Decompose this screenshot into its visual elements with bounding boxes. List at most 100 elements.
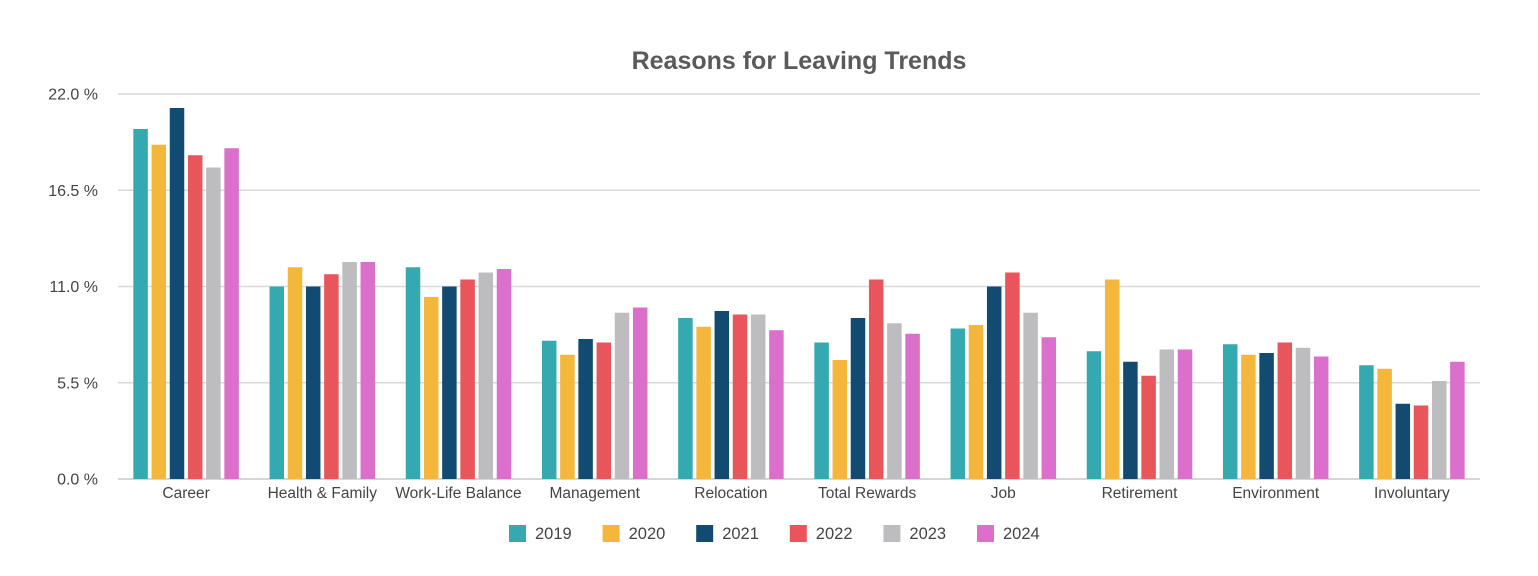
bar-2022 — [324, 274, 339, 479]
bar-2024 — [632, 307, 648, 479]
bar-2022 — [868, 279, 884, 479]
y-axis-ticks: 0.0 % 5.5 % 11.0 % 16.5 % 22.0 % — [48, 87, 98, 489]
legend-swatch — [602, 525, 620, 542]
legend-swatch — [789, 525, 807, 542]
bar-2023 — [1431, 381, 1447, 479]
bar-2019 — [814, 342, 829, 479]
x-tick-label: Work-Life Balance — [395, 485, 521, 502]
bar-2024 — [224, 148, 239, 479]
bar-group — [1359, 361, 1465, 479]
bar-2024 — [769, 330, 784, 479]
legend-item: 2020 — [602, 525, 666, 543]
x-tick-label: Relocation — [694, 485, 767, 502]
y-tick-label: 0.0 % — [57, 472, 98, 489]
legend-item: 2023 — [883, 525, 946, 543]
bar-2024 — [905, 333, 920, 479]
x-tick-label: Job — [991, 485, 1016, 502]
bar-2023 — [1295, 347, 1311, 479]
bar-2020 — [1241, 354, 1256, 479]
bar-2023 — [1023, 312, 1038, 479]
legend-label: 2020 — [629, 525, 666, 543]
bar-2023 — [614, 312, 630, 479]
legend-label: 2023 — [909, 525, 946, 543]
bar-group — [405, 267, 512, 479]
legend-label: 2024 — [1003, 525, 1040, 543]
bars — [133, 108, 1465, 479]
legend-label: 2021 — [722, 525, 759, 543]
bar-2019 — [1222, 344, 1238, 479]
bar-2020 — [151, 144, 167, 479]
bar-2021 — [578, 339, 593, 479]
bar-2020 — [287, 267, 303, 479]
bar-group — [133, 108, 239, 479]
bar-2023 — [750, 314, 766, 479]
bar-2021 — [1259, 353, 1274, 479]
bar-2022 — [732, 314, 748, 479]
y-tick-label: 5.5 % — [57, 375, 98, 392]
bar-2022 — [1413, 405, 1429, 479]
x-tick-label: Management — [549, 485, 640, 502]
bar-2021 — [1395, 403, 1411, 479]
x-axis-ticks: Career Health & Family Work-Life Balance Ma… — [162, 485, 1450, 502]
legend-label: 2022 — [816, 525, 853, 543]
bar-group — [950, 272, 1057, 479]
bar-2020 — [832, 360, 848, 479]
bar-2024 — [1450, 361, 1465, 479]
bar-2019 — [269, 286, 285, 479]
bar-2022 — [187, 155, 203, 479]
legend-label: 2019 — [535, 525, 572, 543]
bar-group — [678, 311, 784, 479]
bar-2019 — [950, 328, 966, 479]
bar-2020 — [968, 325, 984, 479]
legend-item: 2021 — [696, 525, 759, 543]
legend-item: 2024 — [977, 525, 1040, 543]
bar-2020 — [560, 354, 575, 479]
bar-2021 — [714, 311, 730, 479]
bar-2021 — [1123, 361, 1138, 479]
bar-2021 — [169, 108, 185, 479]
bar-2022 — [596, 342, 612, 479]
bar-group — [814, 279, 920, 479]
legend-item: 2022 — [789, 525, 853, 543]
legend-swatch — [977, 525, 994, 542]
x-tick-label: Environment — [1232, 485, 1320, 502]
bar-2023 — [478, 272, 494, 479]
legend-swatch — [883, 525, 901, 542]
bar-2024 — [1313, 356, 1329, 479]
x-tick-label: Career — [162, 485, 209, 502]
x-tick-label: Health & Family — [268, 485, 378, 502]
bar-group — [541, 307, 648, 479]
bar-2021 — [442, 286, 457, 479]
bar-group — [269, 262, 376, 479]
bar-2024 — [360, 262, 376, 479]
bar-2024 — [1177, 349, 1193, 479]
bar-2023 — [887, 323, 902, 479]
bar-2020 — [1104, 279, 1120, 479]
bar-2021 — [305, 286, 321, 479]
bar-2023 — [1159, 349, 1175, 479]
bar-2020 — [423, 297, 439, 479]
x-tick-label: Total Rewards — [818, 485, 916, 502]
bar-2020 — [1377, 368, 1392, 479]
bar-2022 — [1277, 342, 1293, 479]
bar-2022 — [1141, 375, 1156, 479]
bar-2021 — [850, 318, 866, 479]
bar-2024 — [1041, 337, 1057, 479]
bar-group — [1086, 279, 1193, 479]
bar-2019 — [133, 129, 148, 479]
chart-title: Reasons for Leaving Trends — [632, 47, 967, 75]
y-tick-label: 22.0 % — [48, 87, 98, 104]
bar-2019 — [541, 340, 557, 479]
bar-2021 — [986, 286, 1002, 479]
bar-2023 — [342, 262, 357, 479]
bar-2019 — [1086, 351, 1102, 479]
bar-2020 — [696, 326, 711, 479]
bar-2022 — [460, 279, 475, 479]
bar-2019 — [405, 267, 421, 479]
y-tick-label: 16.5 % — [48, 183, 98, 200]
bar-2019 — [678, 318, 693, 479]
x-tick-label: Retirement — [1102, 485, 1178, 502]
bar-2024 — [496, 269, 512, 479]
legend-item: 2019 — [509, 525, 572, 543]
